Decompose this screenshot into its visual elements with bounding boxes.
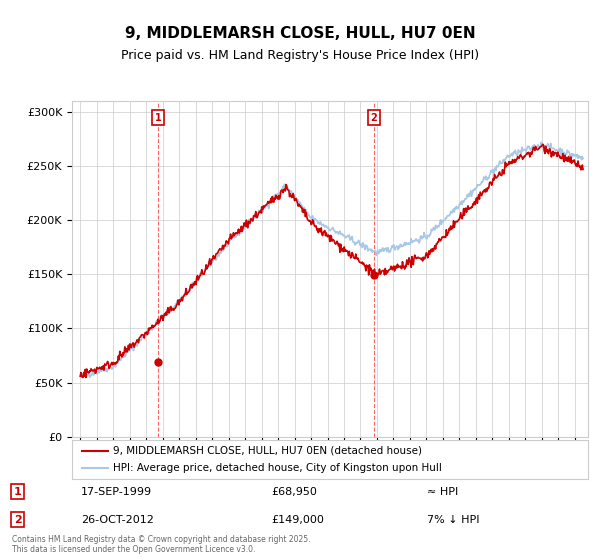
Text: Contains HM Land Registry data © Crown copyright and database right 2025.
This d: Contains HM Land Registry data © Crown c…: [12, 535, 311, 554]
Text: 7% ↓ HPI: 7% ↓ HPI: [427, 515, 479, 525]
Text: 2: 2: [371, 113, 377, 123]
Text: £149,000: £149,000: [271, 515, 324, 525]
Text: HPI: Average price, detached house, City of Kingston upon Hull: HPI: Average price, detached house, City…: [113, 463, 442, 473]
Text: 9, MIDDLEMARSH CLOSE, HULL, HU7 0EN: 9, MIDDLEMARSH CLOSE, HULL, HU7 0EN: [125, 26, 475, 41]
Text: 1: 1: [14, 487, 22, 497]
Text: ≈ HPI: ≈ HPI: [427, 487, 458, 497]
Text: 1: 1: [155, 113, 161, 123]
Text: 9, MIDDLEMARSH CLOSE, HULL, HU7 0EN (detached house): 9, MIDDLEMARSH CLOSE, HULL, HU7 0EN (det…: [113, 446, 422, 456]
Text: 26-OCT-2012: 26-OCT-2012: [81, 515, 154, 525]
Text: Price paid vs. HM Land Registry's House Price Index (HPI): Price paid vs. HM Land Registry's House …: [121, 49, 479, 63]
Text: £68,950: £68,950: [271, 487, 317, 497]
Text: 17-SEP-1999: 17-SEP-1999: [81, 487, 152, 497]
Text: 2: 2: [14, 515, 22, 525]
